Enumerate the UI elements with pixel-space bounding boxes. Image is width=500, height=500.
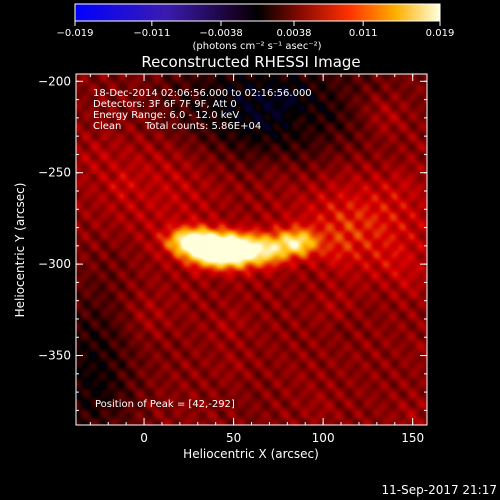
x-tick-label: 150	[401, 431, 424, 445]
x-tick-label: 50	[226, 431, 241, 445]
colorbar-tick-label: 0.0038	[277, 28, 312, 39]
annotation-clean: Clean	[93, 121, 121, 132]
annotation-energy-range: Energy Range: 6.0 - 12.0 keV	[93, 110, 239, 121]
colorbar-units-label: (photons cm⁻² s⁻¹ asec⁻²)	[192, 41, 321, 52]
y-tick-label: −300	[38, 257, 71, 271]
colorbar-tick-label: 0.019	[426, 28, 455, 39]
image-panel	[75, 73, 428, 426]
chart-title: Reconstructed RHESSI Image	[141, 53, 360, 71]
colorbar-tick-label: 0.011	[349, 28, 378, 39]
annotations: 18-Dec-2014 02:06:56.000 to 02:16:56.000…	[93, 88, 312, 410]
annotation-total-counts: Total counts: 5.86E+04	[144, 121, 261, 132]
colorbar-tick-label: −0.0038	[199, 28, 242, 39]
colorbar-ticks: −0.019 −0.011 −0.0038 0.0038 0.011 0.019	[56, 21, 454, 39]
x-axis-label: Heliocentric X (arcsec)	[183, 447, 319, 461]
y-tick-label: −350	[38, 349, 71, 363]
y-tick-label: −250	[38, 166, 71, 180]
x-tick-label: 0	[140, 431, 148, 445]
colorbar-gradient	[74, 3, 441, 22]
annotation-peak-position: Position of Peak = [42,-292]	[95, 399, 235, 410]
colorbar: −0.019 −0.011 −0.0038 0.0038 0.011 0.019 (pho…	[56, 3, 454, 52]
footer-timestamp: 11-Sep-2017 21:17	[382, 483, 497, 497]
x-tick-label: 100	[312, 431, 335, 445]
y-tick-label: −200	[38, 74, 71, 88]
colorbar-tick-label: −0.019	[56, 28, 93, 39]
heatmap-canvas	[76, 74, 427, 425]
annotation-time-range: 18-Dec-2014 02:06:56.000 to 02:16:56.000	[93, 88, 312, 99]
colorbar-tick-label: −0.011	[133, 28, 170, 39]
y-axis-label: Heliocentric Y (arcsec)	[13, 183, 27, 318]
axis-ticks: 0 50 100 150 −200 −250 −300 −350	[38, 74, 427, 445]
annotation-detectors: Detectors: 3F 6F 7F 9F, Att 0	[93, 99, 237, 110]
